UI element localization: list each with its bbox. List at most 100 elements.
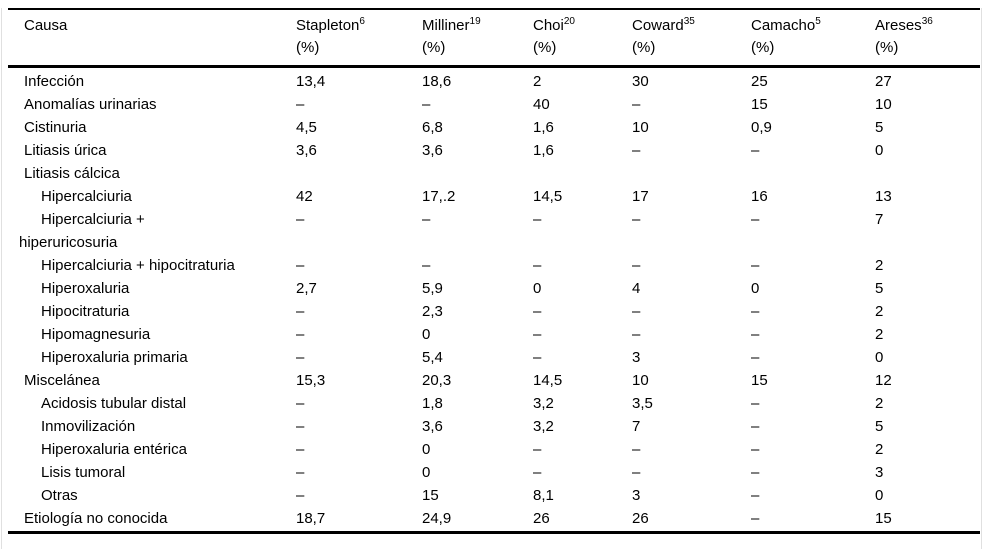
table-cell: – [751,395,760,412]
table-row: Litiasis cálcica [8,162,980,185]
table-cell: 24,9 [422,507,533,534]
table-cell: 27 [875,73,892,90]
table-cell: 5,9 [422,280,443,297]
header-row: Causa Stapleton6 (%) Milliner19 (%) Choi20 (%)… [8,8,980,68]
column-unit: (%) [296,39,320,56]
column-title: Causa [24,17,68,34]
row-label-cell: Litiasis cálcica [8,162,296,185]
row-label-cell: Hipocitraturia [8,300,296,323]
table-cell: 3 [632,487,641,504]
column-title: Coward [632,17,684,34]
table-cell: – [751,487,760,504]
row-label: Hipercalciuria [41,188,132,205]
table-row: Hipomagnesuria – 0 – – – 2 [8,323,980,346]
table-cell: 0 [422,464,431,481]
column-unit: (%) [751,39,775,56]
table-cell: – [751,507,875,534]
table-cell: 0 [533,280,542,297]
table-cell: – [632,211,641,228]
column-header: Causa [8,8,296,68]
column-header: Choi20 (%) [533,8,632,68]
table-row: Inmovilización – 3,6 3,2 7 – 5 [8,415,980,438]
table-cell: 15 [751,96,768,113]
table-cell [422,162,533,185]
table-cell: – [296,303,305,320]
row-label-cell: Infección [8,67,296,94]
table-cell [875,162,980,185]
column-header: Stapleton6 (%) [296,8,422,68]
table-cell: 4 [632,280,641,297]
row-label: Etiología no conocida [24,510,168,527]
table-cell: – [533,441,542,458]
table-cell: – [632,326,641,343]
table-row: Miscelánea 15,3 20,3 14,5 10 15 12 [8,369,980,392]
table-row: Anomalías urinarias – – 40 – 15 10 [8,93,980,116]
table-cell: 42 [296,188,313,205]
row-label-cell: Lisis tumoral [8,461,296,484]
table-cell: 15 [422,487,439,504]
table-cell: 5 [875,280,884,297]
table-cell: 0 [751,280,760,297]
column-reference-superscript: 19 [469,16,481,27]
table-cell: 1,6 [533,119,554,136]
table-row: Etiología no conocida 18,7 24,9 26 26–15 [8,507,980,534]
table-cell: – [422,257,431,274]
table-cell: 2 [875,441,884,458]
table-cell: – [751,464,760,481]
column-reference-superscript: 20 [563,16,575,27]
table-cell: 2,3 [422,303,443,320]
table-cell: 3,2 [533,395,554,412]
table-cell: – [296,441,305,458]
table-cell: – [296,96,305,113]
row-label-cell: Hipercalciuria [8,185,296,208]
row-label-cell: Hiperoxaluria entérica [8,438,296,461]
row-label-wrapped-line: hiperuricosuria [19,234,118,251]
table-row: Otras – 15 8,1 3 – 0 [8,484,980,507]
table-cell: – [533,303,542,320]
table-cell: 7 [875,211,884,228]
table-cell: 20,3 [422,372,452,389]
column-title-line: Coward35 [632,15,751,37]
row-label-cell: Acidosis tubular distal [8,392,296,415]
column-unit: (%) [632,39,656,56]
table-cell: 0 [875,142,884,159]
table-cell: 13 [875,188,892,205]
column-header: Camacho5 (%) [751,8,875,68]
table-cell: – [296,326,305,343]
table-cell [751,162,875,185]
table-cell: 30 [632,73,649,90]
table-cell: 2 [875,326,884,343]
row-label: Litiasis úrica [24,142,107,159]
table-cell: 3 [632,349,641,366]
column-title-line: Areses36 [875,15,980,37]
table-cell: – [296,418,305,435]
row-label-cell: Hipercalciuria + hipocitraturia [8,254,296,277]
table-cell: – [533,211,542,228]
row-label: Hiperoxaluria primaria [41,349,188,366]
column-title: Camacho [751,17,816,34]
table-cell: 2 [875,257,884,274]
table-cell: 2 [533,73,542,90]
table-cell: – [751,441,760,458]
table-cell: – [422,211,431,228]
column-reference-superscript: 5 [815,16,821,27]
row-label-cell: Hiperoxaluria [8,277,296,300]
table-cell: 25 [751,73,768,90]
table-cell: 5 [875,418,884,435]
table-cell: 10 [632,119,649,136]
table-row: Acidosis tubular distal – 1,8 3,2 3,5 – 2 [8,392,980,415]
table-cell: 2 [875,395,884,412]
column-header: Milliner19 (%) [422,8,533,68]
column-header: Coward35 (%) [632,8,751,68]
table-cell: 8,1 [533,487,554,504]
column-unit: (%) [422,39,446,56]
table-cell: 26 [533,507,632,534]
table-cell: 3,5 [632,395,653,412]
row-label-cell: Etiología no conocida [8,507,296,534]
column-title-line: Stapleton6 [296,15,422,37]
table-cell: – [296,211,305,228]
table-row: Hiperoxaluria primaria – 5,4 – 3 – 0 [8,346,980,369]
column-reference-superscript: 6 [359,16,365,27]
table-cell: 40 [533,96,550,113]
table-cell: – [751,211,760,228]
